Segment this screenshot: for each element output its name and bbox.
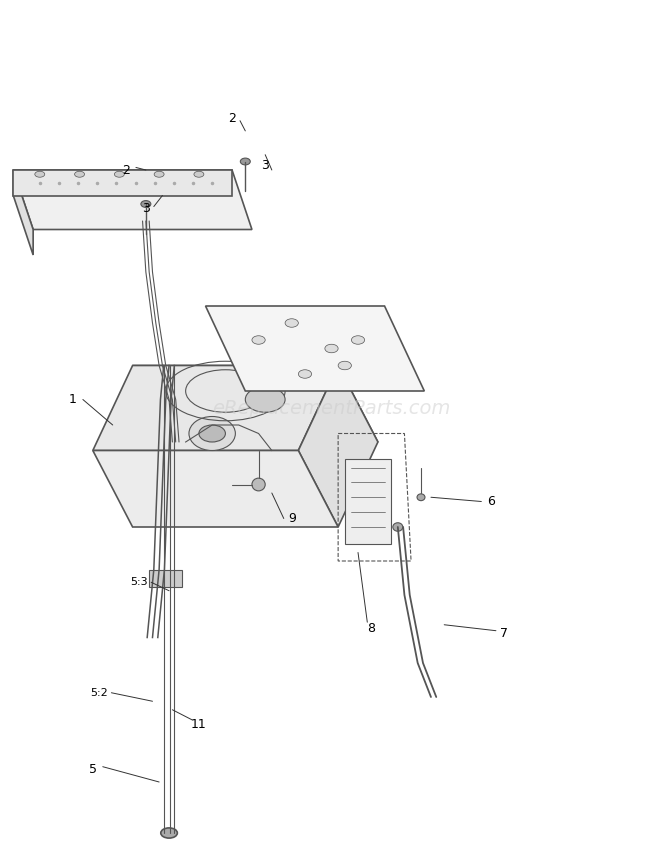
Ellipse shape <box>245 387 285 412</box>
Polygon shape <box>206 306 424 391</box>
Text: 6: 6 <box>487 495 495 508</box>
Text: 7: 7 <box>500 626 508 640</box>
Ellipse shape <box>325 344 338 353</box>
Text: 5: 5 <box>89 762 97 776</box>
Text: 1: 1 <box>69 393 77 406</box>
Polygon shape <box>13 170 252 230</box>
Text: 2: 2 <box>122 163 130 177</box>
Ellipse shape <box>240 158 250 165</box>
Ellipse shape <box>199 425 225 442</box>
Ellipse shape <box>154 172 164 178</box>
Ellipse shape <box>189 416 235 450</box>
Polygon shape <box>133 366 378 442</box>
Text: 9: 9 <box>288 512 296 525</box>
Ellipse shape <box>252 478 265 491</box>
Polygon shape <box>149 570 182 586</box>
Ellipse shape <box>338 361 351 370</box>
Ellipse shape <box>392 523 402 531</box>
Ellipse shape <box>160 828 177 838</box>
Ellipse shape <box>298 370 312 378</box>
Polygon shape <box>13 170 232 196</box>
Text: eReplacementParts.com: eReplacementParts.com <box>212 399 451 417</box>
Polygon shape <box>298 366 378 527</box>
Text: 3: 3 <box>142 201 150 215</box>
Text: 8: 8 <box>367 622 375 636</box>
Ellipse shape <box>285 319 298 327</box>
Polygon shape <box>13 170 33 255</box>
Polygon shape <box>93 366 338 450</box>
Polygon shape <box>345 459 391 544</box>
Ellipse shape <box>141 201 151 207</box>
Ellipse shape <box>34 172 45 178</box>
Text: 3: 3 <box>261 159 269 173</box>
Ellipse shape <box>351 336 365 344</box>
Polygon shape <box>93 450 338 527</box>
Ellipse shape <box>194 172 204 178</box>
Ellipse shape <box>114 172 125 178</box>
Text: 5:2: 5:2 <box>91 688 108 698</box>
Text: 5:3: 5:3 <box>131 577 148 587</box>
Text: 11: 11 <box>191 717 207 731</box>
Text: 2: 2 <box>228 112 236 126</box>
Ellipse shape <box>417 494 425 501</box>
Ellipse shape <box>252 336 265 344</box>
Ellipse shape <box>74 172 84 178</box>
